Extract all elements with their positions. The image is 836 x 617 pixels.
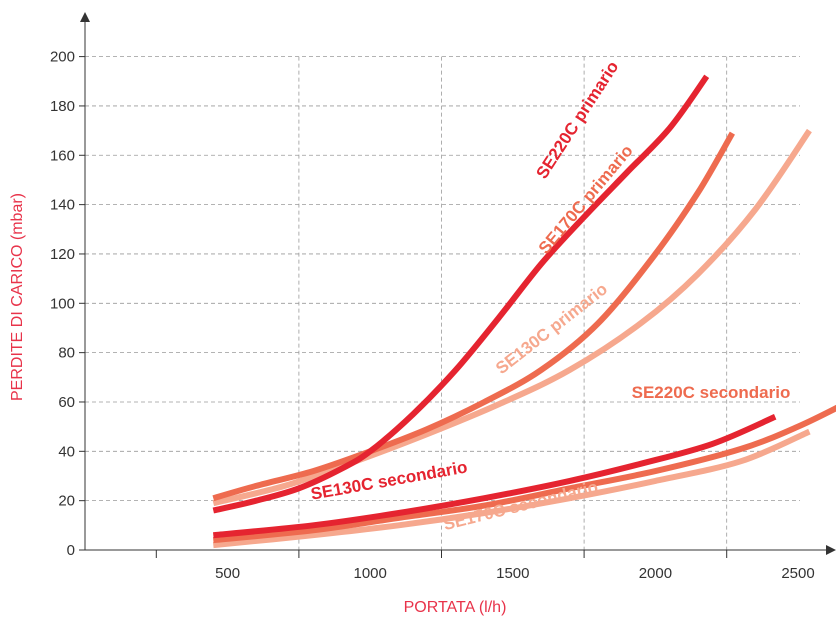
y-axis-title: PERDITE DI CARICO (mbar) (9, 193, 26, 401)
series-lines (212, 74, 836, 549)
series-line-se220c-primario (212, 74, 710, 514)
x-tick-label: 2000 (639, 565, 672, 582)
y-tick-label: 200 (50, 49, 75, 66)
grid (85, 56, 800, 550)
x-tick-label: 1500 (496, 565, 529, 582)
y-tick-label: 60 (58, 394, 75, 411)
x-axis-title: PORTATA (l/h) (404, 599, 507, 616)
y-tick-label: 80 (58, 345, 75, 362)
series-line-se130c-secondario (213, 414, 777, 539)
y-tick-label: 160 (50, 147, 75, 164)
axes (80, 12, 836, 555)
x-axis-arrow (826, 545, 836, 555)
y-tick-label: 40 (58, 443, 75, 460)
series-line-se220c-secondario (213, 404, 836, 544)
y-tick-label: 140 (50, 197, 75, 214)
x-tick-label: 2500 (781, 565, 814, 582)
x-tick-label: 1000 (354, 565, 387, 582)
y-tick-label: 120 (50, 246, 75, 263)
series-label: SE220C secondario (632, 383, 791, 402)
y-axis-arrow (80, 12, 90, 22)
y-tick-label: 100 (50, 295, 75, 312)
ticks: 0 20 40 60 80 100 120 140 160 180 200 500 1000 1500 20… (50, 49, 815, 582)
series-line-se170c-secondario (212, 428, 811, 549)
series-line-se130c-primario (212, 128, 812, 507)
x-tick-label: 500 (215, 565, 240, 582)
y-tick-label: 180 (50, 98, 75, 115)
y-tick-label: 0 (67, 542, 75, 559)
y-tick-label: 20 (58, 493, 75, 510)
series-line-se170c-primario (212, 131, 735, 502)
